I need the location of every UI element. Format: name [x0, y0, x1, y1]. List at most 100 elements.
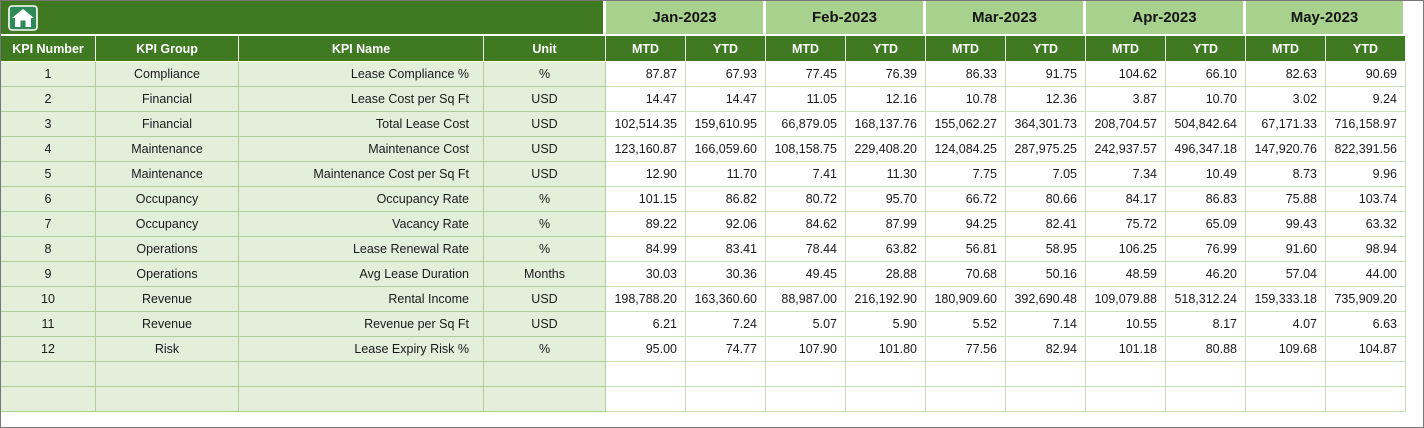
value-cell[interactable]: 58.95 — [1006, 237, 1086, 262]
value-cell[interactable]: 63.82 — [846, 237, 926, 262]
cell-kpi-group[interactable]: Revenue — [96, 312, 239, 337]
value-cell[interactable]: 822,391.56 — [1326, 137, 1406, 162]
value-cell[interactable]: 98.94 — [1326, 237, 1406, 262]
col-header-feb-ytd[interactable]: YTD — [846, 36, 926, 62]
cell-kpi-group[interactable]: Revenue — [96, 287, 239, 312]
value-cell[interactable]: 735,909.20 — [1326, 287, 1406, 312]
value-cell[interactable]: 496,347.18 — [1166, 137, 1246, 162]
value-cell[interactable]: 208,704.57 — [1086, 112, 1166, 137]
value-cell[interactable]: 3.02 — [1246, 87, 1326, 112]
cell-kpi-number[interactable]: 8 — [1, 237, 96, 262]
cell-kpi-group[interactable]: Occupancy — [96, 212, 239, 237]
value-cell[interactable]: 3.87 — [1086, 87, 1166, 112]
cell-kpi-number[interactable]: 9 — [1, 262, 96, 287]
value-cell[interactable]: 101.18 — [1086, 337, 1166, 362]
cell-kpi-number[interactable]: 1 — [1, 62, 96, 87]
cell-kpi-number[interactable]: 3 — [1, 112, 96, 137]
value-cell[interactable]: 28.88 — [846, 262, 926, 287]
value-cell[interactable]: 11.30 — [846, 162, 926, 187]
cell-kpi-name[interactable]: Rental Income — [239, 287, 484, 312]
value-cell[interactable]: 84.99 — [606, 237, 686, 262]
cell-kpi-name[interactable]: Vacancy Rate — [239, 212, 484, 237]
value-cell[interactable]: 108,158.75 — [766, 137, 846, 162]
empty-cell[interactable] — [1246, 387, 1326, 412]
value-cell[interactable]: 7.05 — [1006, 162, 1086, 187]
value-cell[interactable]: 9.96 — [1326, 162, 1406, 187]
value-cell[interactable]: 12.36 — [1006, 87, 1086, 112]
value-cell[interactable]: 14.47 — [606, 87, 686, 112]
value-cell[interactable]: 104.87 — [1326, 337, 1406, 362]
month-header-feb-2023[interactable]: Feb-2023 — [766, 1, 926, 36]
empty-cell[interactable] — [1006, 362, 1086, 387]
col-header-mar-ytd[interactable]: YTD — [1006, 36, 1086, 62]
cell-kpi-number[interactable]: 4 — [1, 137, 96, 162]
value-cell[interactable]: 10.70 — [1166, 87, 1246, 112]
value-cell[interactable]: 84.17 — [1086, 187, 1166, 212]
value-cell[interactable]: 87.99 — [846, 212, 926, 237]
col-header-jan-ytd[interactable]: YTD — [686, 36, 766, 62]
cell-kpi-group[interactable]: Operations — [96, 237, 239, 262]
value-cell[interactable]: 66.72 — [926, 187, 1006, 212]
value-cell[interactable]: 94.25 — [926, 212, 1006, 237]
value-cell[interactable]: 124,084.25 — [926, 137, 1006, 162]
value-cell[interactable]: 63.32 — [1326, 212, 1406, 237]
value-cell[interactable]: 80.66 — [1006, 187, 1086, 212]
empty-cell[interactable] — [96, 362, 239, 387]
value-cell[interactable]: 77.56 — [926, 337, 1006, 362]
empty-cell[interactable] — [1166, 362, 1246, 387]
cell-unit[interactable]: USD — [484, 137, 606, 162]
cell-kpi-name[interactable]: Lease Compliance % — [239, 62, 484, 87]
cell-kpi-group[interactable]: Financial — [96, 87, 239, 112]
value-cell[interactable]: 6.63 — [1326, 312, 1406, 337]
value-cell[interactable]: 10.78 — [926, 87, 1006, 112]
month-header-may-2023[interactable]: May-2023 — [1246, 1, 1406, 36]
empty-cell[interactable] — [1086, 362, 1166, 387]
cell-unit[interactable]: % — [484, 62, 606, 87]
value-cell[interactable]: 392,690.48 — [1006, 287, 1086, 312]
value-cell[interactable]: 123,160.87 — [606, 137, 686, 162]
cell-kpi-name[interactable]: Occupancy Rate — [239, 187, 484, 212]
value-cell[interactable]: 88,987.00 — [766, 287, 846, 312]
cell-kpi-number[interactable]: 11 — [1, 312, 96, 337]
value-cell[interactable]: 95.00 — [606, 337, 686, 362]
value-cell[interactable]: 50.16 — [1006, 262, 1086, 287]
cell-unit[interactable]: USD — [484, 112, 606, 137]
value-cell[interactable]: 163,360.60 — [686, 287, 766, 312]
value-cell[interactable]: 101.80 — [846, 337, 926, 362]
cell-kpi-group[interactable]: Financial — [96, 112, 239, 137]
value-cell[interactable]: 5.07 — [766, 312, 846, 337]
cell-kpi-group[interactable]: Operations — [96, 262, 239, 287]
value-cell[interactable]: 364,301.73 — [1006, 112, 1086, 137]
value-cell[interactable]: 166,059.60 — [686, 137, 766, 162]
empty-cell[interactable] — [1166, 387, 1246, 412]
value-cell[interactable]: 91.75 — [1006, 62, 1086, 87]
col-header-apr-mtd[interactable]: MTD — [1086, 36, 1166, 62]
value-cell[interactable]: 84.62 — [766, 212, 846, 237]
value-cell[interactable]: 30.36 — [686, 262, 766, 287]
value-cell[interactable]: 80.88 — [1166, 337, 1246, 362]
cell-unit[interactable]: USD — [484, 87, 606, 112]
value-cell[interactable]: 78.44 — [766, 237, 846, 262]
cell-kpi-group[interactable]: Maintenance — [96, 137, 239, 162]
cell-unit[interactable]: % — [484, 187, 606, 212]
col-header-mar-mtd[interactable]: MTD — [926, 36, 1006, 62]
col-header-kpi-name[interactable]: KPI Name — [239, 36, 484, 62]
value-cell[interactable]: 75.88 — [1246, 187, 1326, 212]
cell-kpi-name[interactable]: Maintenance Cost per Sq Ft — [239, 162, 484, 187]
value-cell[interactable]: 49.45 — [766, 262, 846, 287]
empty-cell[interactable] — [846, 362, 926, 387]
empty-cell[interactable] — [1326, 362, 1406, 387]
empty-cell[interactable] — [484, 387, 606, 412]
cell-kpi-name[interactable]: Avg Lease Duration — [239, 262, 484, 287]
col-header-may-ytd[interactable]: YTD — [1326, 36, 1406, 62]
value-cell[interactable]: 48.59 — [1086, 262, 1166, 287]
value-cell[interactable]: 80.72 — [766, 187, 846, 212]
col-header-jan-mtd[interactable]: MTD — [606, 36, 686, 62]
empty-cell[interactable] — [926, 362, 1006, 387]
cell-kpi-name[interactable]: Revenue per Sq Ft — [239, 312, 484, 337]
cell-unit[interactable]: USD — [484, 162, 606, 187]
value-cell[interactable]: 9.24 — [1326, 87, 1406, 112]
value-cell[interactable]: 77.45 — [766, 62, 846, 87]
value-cell[interactable]: 109,079.88 — [1086, 287, 1166, 312]
cell-unit[interactable]: USD — [484, 312, 606, 337]
